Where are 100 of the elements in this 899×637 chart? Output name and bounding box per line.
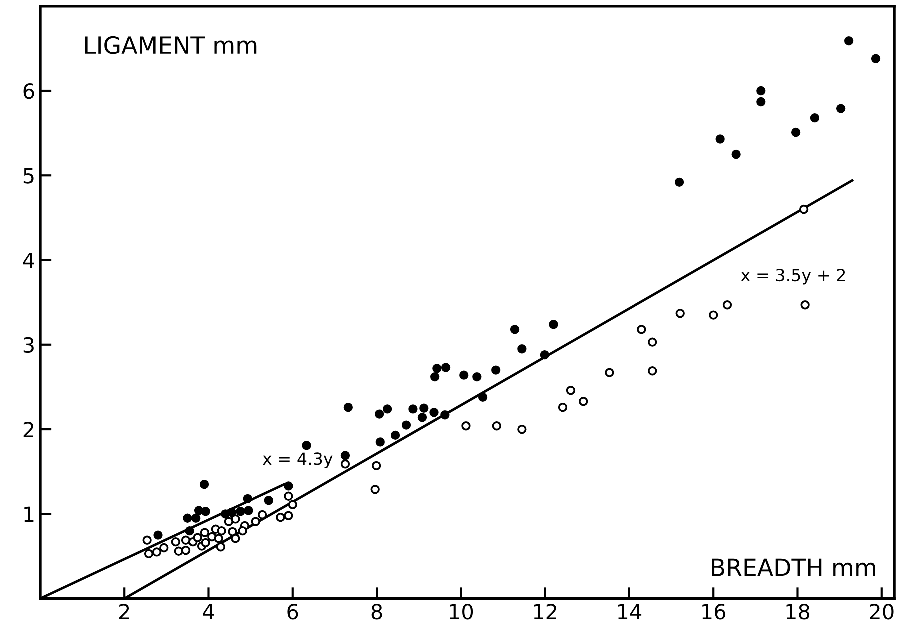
point [193,533,202,542]
point [217,526,226,536]
point [214,534,224,544]
point [192,514,201,523]
point [302,441,312,450]
point [549,320,558,330]
point [201,507,210,516]
point [340,451,350,460]
y-tick-label: 5 [24,168,34,184]
point [236,507,246,516]
x-tick-label: 20 [870,604,894,620]
point [674,178,684,187]
point [732,150,741,160]
point [344,402,353,412]
point [810,114,820,123]
y-tick-label: 1 [24,506,34,522]
point [676,308,685,318]
annotation: x = 3.5y + 2 [741,268,846,285]
point [432,364,442,374]
point [799,204,809,214]
point [142,536,152,545]
point [152,548,162,557]
point [558,402,568,412]
point [420,404,429,413]
point [722,300,732,310]
x-tick-label: 16 [702,604,726,620]
point [518,424,527,434]
point [579,397,588,406]
point [510,325,520,334]
point [478,392,488,402]
point [402,420,412,430]
point [460,370,469,380]
point [492,422,502,431]
point [284,482,294,491]
point [791,128,801,138]
x-tick-label: 12 [534,604,556,620]
point [382,404,392,414]
point [231,514,240,524]
point [216,542,226,552]
point [408,404,418,414]
point [756,86,766,96]
point [716,134,725,144]
point [418,413,428,422]
x-tick-label: 14 [618,604,642,620]
point [756,97,766,107]
x-tick-label: 2 [119,604,130,620]
point [200,528,210,538]
y-axis-title: LIGAMENT mm [85,36,257,54]
x-tick-label: 4 [203,604,214,620]
point [227,508,236,518]
x-tick-label: 8 [372,604,382,620]
y-tick-label: 6 [24,83,34,100]
point [492,366,501,375]
point [154,530,163,540]
point [518,344,527,354]
point [224,517,234,526]
point [276,512,286,522]
point [440,410,450,420]
point [709,310,718,320]
x-tick-label: 18 [786,604,810,620]
point [472,372,482,382]
point [231,534,240,544]
point [844,36,854,46]
point [430,408,439,418]
point [871,54,881,64]
point [181,536,191,545]
point [390,430,400,440]
point [441,363,451,372]
point [174,546,184,556]
point [372,461,382,470]
point [144,549,154,559]
point [258,510,268,520]
point [160,543,169,553]
point [264,496,274,506]
point [462,422,471,431]
point [540,350,550,360]
x-axis-title: BREADTH mm [712,558,876,576]
point [251,517,260,526]
point [228,527,238,536]
point [181,546,191,556]
point [800,300,810,310]
y-tick-label: 3 [24,337,34,354]
point [637,325,646,334]
point [566,386,576,396]
point [185,526,194,536]
point [284,492,294,501]
y-tick-label: 2 [24,422,34,438]
point [648,366,658,376]
point [836,104,846,114]
point [288,500,298,510]
point [183,514,192,523]
x-tick-label: 6 [288,604,298,620]
point [376,438,385,447]
point [200,480,210,490]
point [374,410,384,419]
point [238,526,248,536]
point [648,338,658,347]
point [370,485,380,494]
y-tick-label: 4 [23,252,34,268]
point [605,368,614,378]
